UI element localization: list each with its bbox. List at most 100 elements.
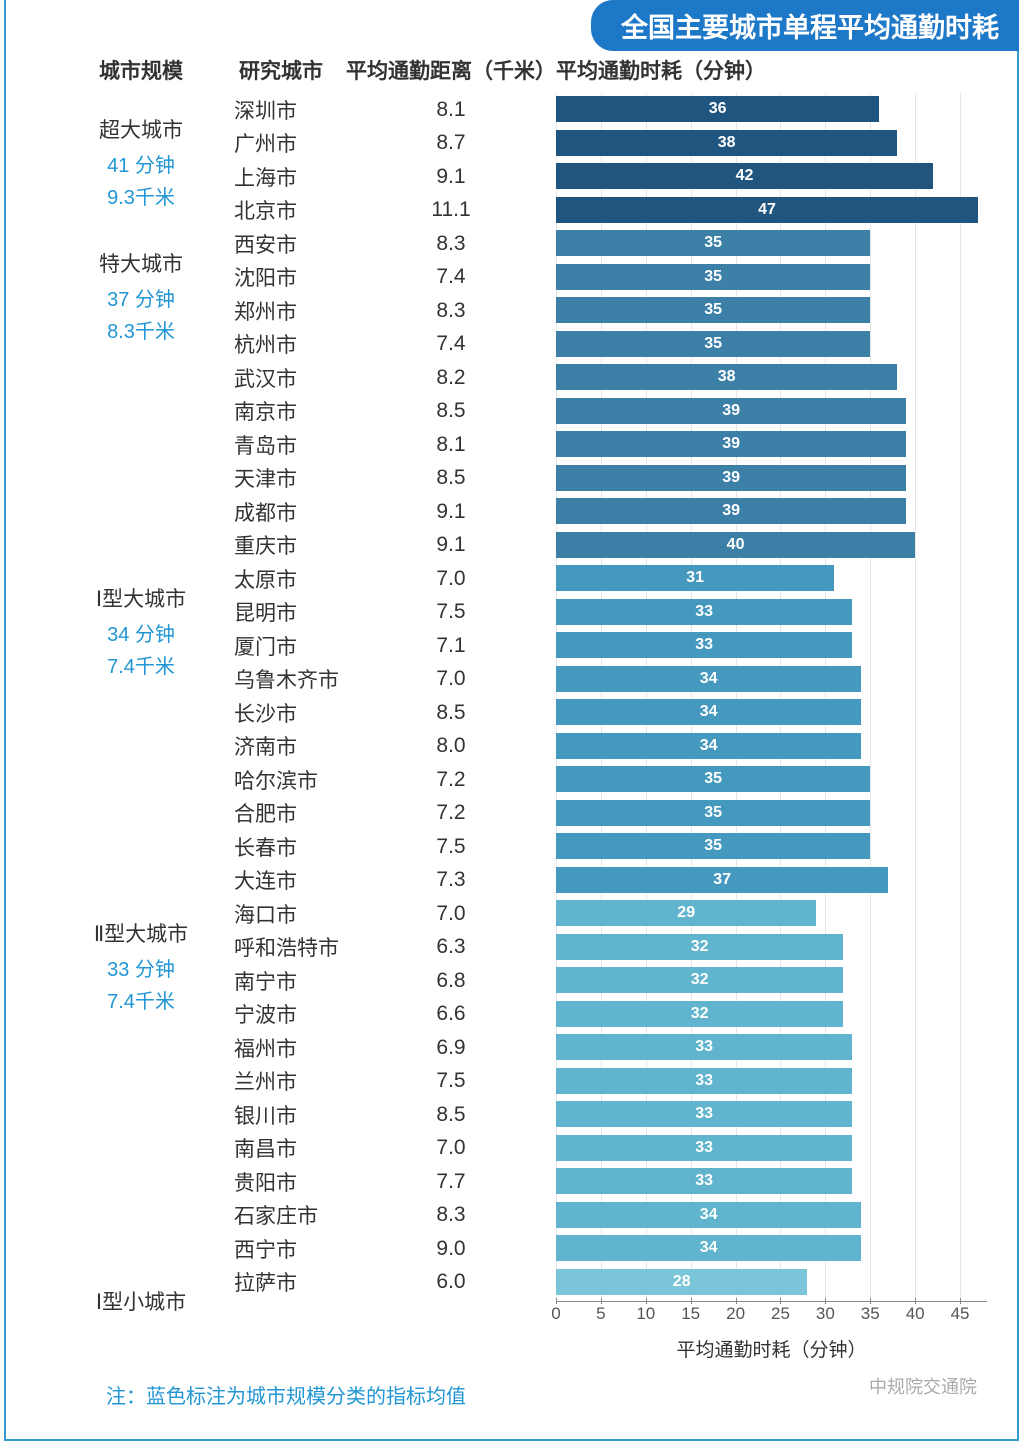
- bar-cell: 47: [556, 194, 987, 228]
- city-name: 南昌市: [216, 1133, 346, 1163]
- distance-value: 8.7: [346, 131, 556, 155]
- distance-value: 8.5: [346, 399, 556, 423]
- bar-cell: 35: [556, 294, 987, 328]
- city-name: 太原市: [216, 564, 346, 594]
- city-name: 长沙市: [216, 698, 346, 728]
- distance-value: 9.0: [346, 1237, 556, 1261]
- distance-value: 7.7: [346, 1170, 556, 1194]
- bar: 38: [556, 364, 897, 390]
- distance-value: 7.5: [346, 1069, 556, 1093]
- table-row: 合肥市7.235: [66, 797, 987, 831]
- header-distance: 平均通勤距离（千米）: [346, 55, 556, 85]
- bar-cell: 35: [556, 227, 987, 261]
- table-row: 福州市6.933: [66, 1031, 987, 1065]
- bar: 33: [556, 1068, 852, 1094]
- bar-cell: 35: [556, 797, 987, 831]
- table-row: 南昌市7.033: [66, 1132, 987, 1166]
- city-name: 重庆市: [216, 530, 346, 560]
- bar: 32: [556, 1001, 843, 1027]
- city-name: 福州市: [216, 1033, 346, 1063]
- city-name: 昆明市: [216, 597, 346, 627]
- bar-cell: 33: [556, 1098, 987, 1132]
- city-name: 石家庄市: [216, 1200, 346, 1230]
- city-name: 海口市: [216, 899, 346, 929]
- bar: 35: [556, 297, 870, 323]
- table-row: 武汉市8.238: [66, 361, 987, 395]
- bar-cell: 28: [556, 1266, 987, 1300]
- bar: 39: [556, 498, 906, 524]
- bar-cell: 33: [556, 1031, 987, 1065]
- bar: 32: [556, 967, 843, 993]
- distance-value: 8.5: [346, 701, 556, 725]
- bar: 35: [556, 800, 870, 826]
- bar: 35: [556, 264, 870, 290]
- bar-cell: 32: [556, 998, 987, 1032]
- table-row: 哈尔滨市7.235: [66, 763, 987, 797]
- axis-tick: 45: [951, 1304, 970, 1324]
- watermark: 中规院交通院: [869, 1373, 977, 1399]
- bar: 40: [556, 532, 915, 558]
- group-name: Ⅰ型小城市: [96, 1286, 186, 1316]
- table-row: 石家庄市8.334: [66, 1199, 987, 1233]
- bar-cell: 31: [556, 562, 987, 596]
- bar: 33: [556, 1101, 852, 1127]
- distance-value: 8.2: [346, 366, 556, 390]
- bar-cell: 33: [556, 629, 987, 663]
- distance-value: 7.0: [346, 1136, 556, 1160]
- group-label: 特大城市37 分钟8.3千米: [66, 248, 216, 348]
- distance-value: 8.3: [346, 232, 556, 256]
- bar: 39: [556, 465, 906, 491]
- table-row: 特大城市37 分钟8.3千米西安市8.335: [66, 227, 987, 261]
- axis-tick: 40: [906, 1304, 925, 1324]
- group-label: Ⅰ型大城市34 分钟7.4千米: [66, 583, 216, 683]
- bar: 31: [556, 565, 834, 591]
- city-name: 银川市: [216, 1100, 346, 1130]
- bar: 34: [556, 1202, 861, 1228]
- bar: 35: [556, 833, 870, 859]
- bar-cell: 35: [556, 328, 987, 362]
- city-name: 宁波市: [216, 999, 346, 1029]
- bar: 42: [556, 163, 933, 189]
- bar-cell: 39: [556, 462, 987, 496]
- axis-tick: 25: [771, 1304, 790, 1324]
- distance-value: 7.0: [346, 902, 556, 926]
- bar-cell: 34: [556, 1199, 987, 1233]
- table-row: 贵阳市7.733: [66, 1165, 987, 1199]
- bar-cell: 29: [556, 897, 987, 931]
- bar: 33: [556, 1168, 852, 1194]
- distance-value: 9.1: [346, 533, 556, 557]
- axis-tick: 30: [816, 1304, 835, 1324]
- distance-value: 8.5: [346, 466, 556, 490]
- bar-cell: 34: [556, 663, 987, 697]
- bar: 33: [556, 599, 852, 625]
- city-name: 杭州市: [216, 329, 346, 359]
- rows-container: 超大城市41 分钟9.3千米深圳市8.136广州市8.738上海市9.142北京…: [66, 93, 987, 1299]
- city-name: 上海市: [216, 162, 346, 192]
- bar-cell: 34: [556, 730, 987, 764]
- city-name: 郑州市: [216, 296, 346, 326]
- bar-cell: 37: [556, 864, 987, 898]
- bar: 34: [556, 699, 861, 725]
- title-banner: 全国主要城市单程平均通勤时耗: [591, 0, 1019, 51]
- table-row: 济南市8.034: [66, 730, 987, 764]
- bar-cell: 34: [556, 696, 987, 730]
- city-name: 贵阳市: [216, 1167, 346, 1197]
- city-name: 兰州市: [216, 1066, 346, 1096]
- distance-value: 8.5: [346, 1103, 556, 1127]
- header-time: 平均通勤时耗（分钟）: [556, 55, 987, 85]
- bar-cell: 35: [556, 763, 987, 797]
- table-row: 长沙市8.534: [66, 696, 987, 730]
- distance-value: 7.4: [346, 265, 556, 289]
- distance-value: 6.6: [346, 1002, 556, 1026]
- city-name: 哈尔滨市: [216, 765, 346, 795]
- distance-value: 7.1: [346, 634, 556, 658]
- distance-value: 6.3: [346, 935, 556, 959]
- bar-cell: 39: [556, 495, 987, 529]
- bar-cell: 40: [556, 529, 987, 563]
- city-name: 天津市: [216, 463, 346, 493]
- bar-cell: 39: [556, 428, 987, 462]
- bar: 35: [556, 766, 870, 792]
- distance-value: 7.2: [346, 768, 556, 792]
- group-label: Ⅱ型大城市33 分钟7.4千米: [66, 918, 216, 1018]
- city-name: 沈阳市: [216, 262, 346, 292]
